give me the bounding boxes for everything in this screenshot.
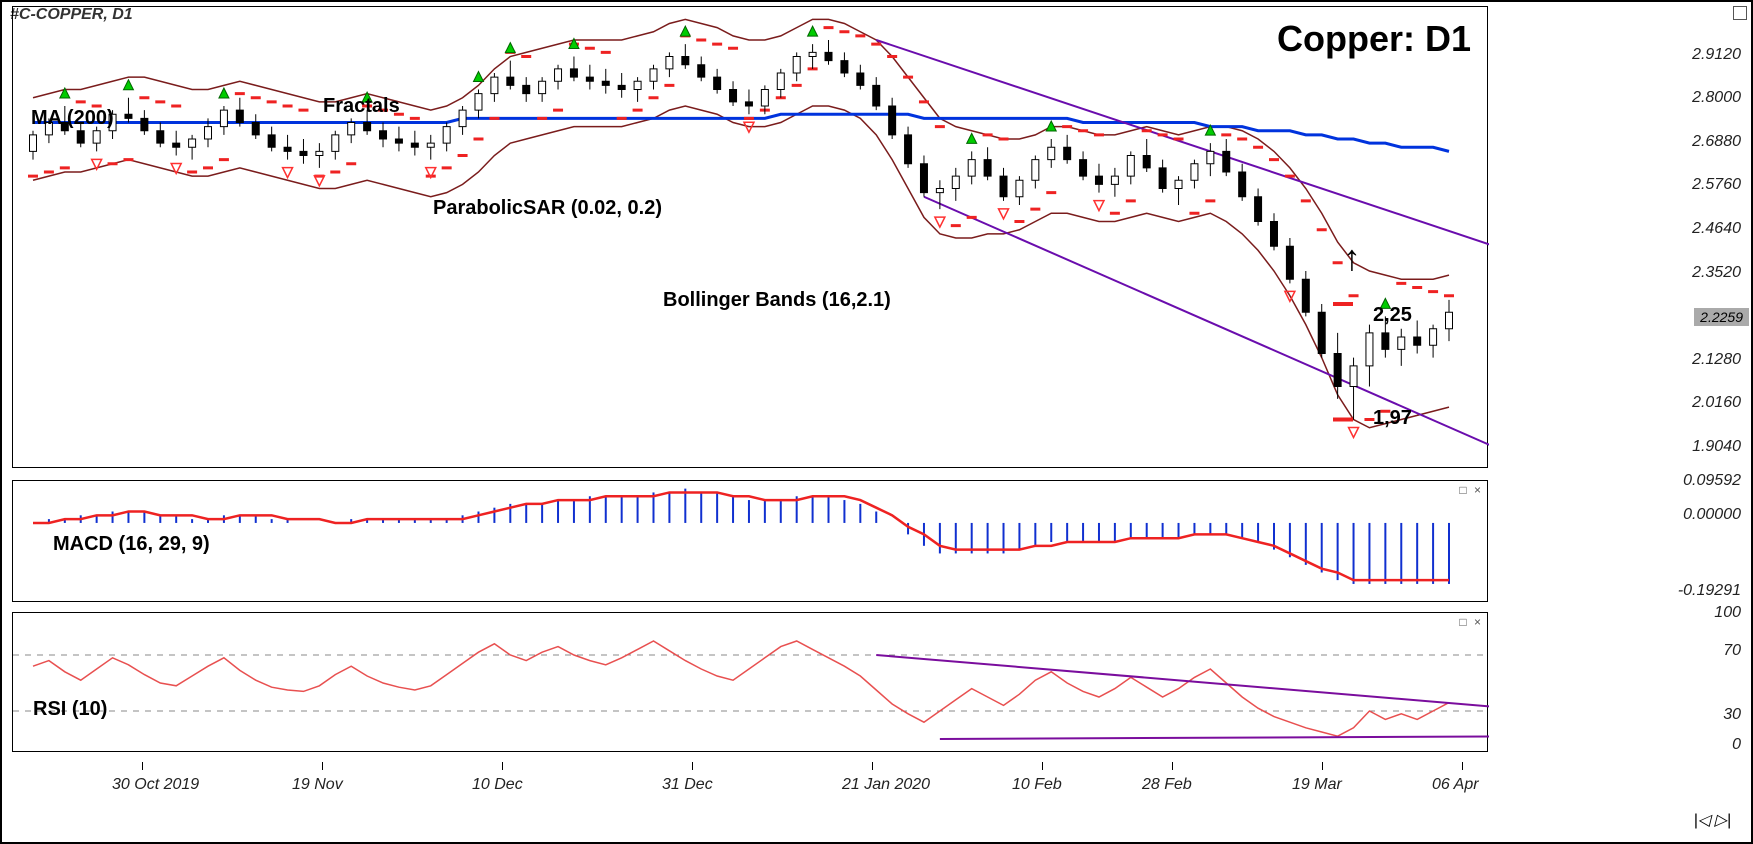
x-axis: 30 Oct 2019 19 Nov 10 Dec 31 Dec 21 Jan 2020… — [12, 762, 1488, 832]
rsi-yaxis: 10070300 — [1491, 612, 1751, 752]
rsi-pane[interactable]: □ × RSI (10) — [12, 612, 1488, 752]
x-tick-label: 19 Mar — [1292, 776, 1342, 794]
psar-label: ParabolicSAR (0.02, 0.2) — [433, 197, 662, 220]
y-tick-label: 2.3520 — [1692, 264, 1741, 282]
price-yaxis: 2.9120 2.8000 2.6880 2.5760 2.4640 2.3520 2.12… — [1491, 6, 1751, 468]
rsi-label: RSI (10) — [33, 698, 107, 721]
current-price-marker: 2.2259 — [1694, 308, 1749, 326]
ma-label: MA (200) — [31, 107, 114, 130]
x-tick-label: 21 Jan 2020 — [842, 776, 930, 794]
x-tick-label: 10 Feb — [1012, 776, 1062, 794]
y-tick-label: 0.09592 — [1683, 472, 1741, 490]
y-tick-label: 2.1280 — [1692, 351, 1741, 369]
macd-label: MACD (16, 29, 9) — [53, 533, 210, 556]
macd-chart — [13, 481, 1489, 603]
x-tick-label: 30 Oct 2019 — [112, 776, 199, 794]
x-tick-label: 31 Dec — [662, 776, 713, 794]
pane-controls-icon[interactable]: □ × — [1459, 615, 1483, 629]
macd-pane[interactable]: □ × MACD (16, 29, 9) — [12, 480, 1488, 602]
y-tick-label: 2.4640 — [1692, 220, 1741, 238]
y-tick-label: 2.5760 — [1692, 176, 1741, 194]
level-high-label: 2,25 — [1373, 304, 1412, 327]
x-tick-label: 28 Feb — [1142, 776, 1192, 794]
x-tick-label: 19 Nov — [292, 776, 343, 794]
y-tick-label: 2.0160 — [1692, 394, 1741, 412]
y-tick-label: 1.9040 — [1692, 438, 1741, 456]
rsi-chart — [13, 613, 1489, 753]
price-chart — [13, 7, 1489, 469]
fractals-label: Fractals — [323, 95, 400, 118]
pane-controls-icon[interactable]: □ × — [1459, 483, 1483, 497]
y-tick-label: 100 — [1714, 604, 1741, 622]
price-pane[interactable]: MA (200) Fractals ParabolicSAR (0.02, 0.… — [12, 6, 1488, 468]
scroll-handle-icon[interactable]: |◁ ▷| — [1694, 810, 1731, 830]
arrow-up-icon: ↑ — [1343, 237, 1361, 279]
y-tick-label: 2.9120 — [1692, 46, 1741, 64]
macd-yaxis: 0.095920.00000-0.19291 — [1491, 480, 1751, 602]
chart-root: #C-COPPER, D1 Copper: D1 MA (200) Fracta… — [0, 0, 1753, 844]
y-tick-label: 2.8000 — [1692, 89, 1741, 107]
x-tick-label: 10 Dec — [472, 776, 523, 794]
y-tick-label: 0.00000 — [1683, 506, 1741, 524]
bb-label: Bollinger Bands (16,2.1) — [663, 289, 891, 312]
y-tick-label: 0 — [1732, 736, 1741, 754]
y-tick-label: 30 — [1723, 706, 1741, 724]
y-tick-label: -0.19291 — [1678, 582, 1741, 600]
level-low-label: 1,97 — [1373, 407, 1412, 430]
y-tick-label: 2.6880 — [1692, 133, 1741, 151]
x-tick-label: 06 Apr — [1432, 776, 1479, 794]
y-tick-label: 70 — [1723, 642, 1741, 660]
